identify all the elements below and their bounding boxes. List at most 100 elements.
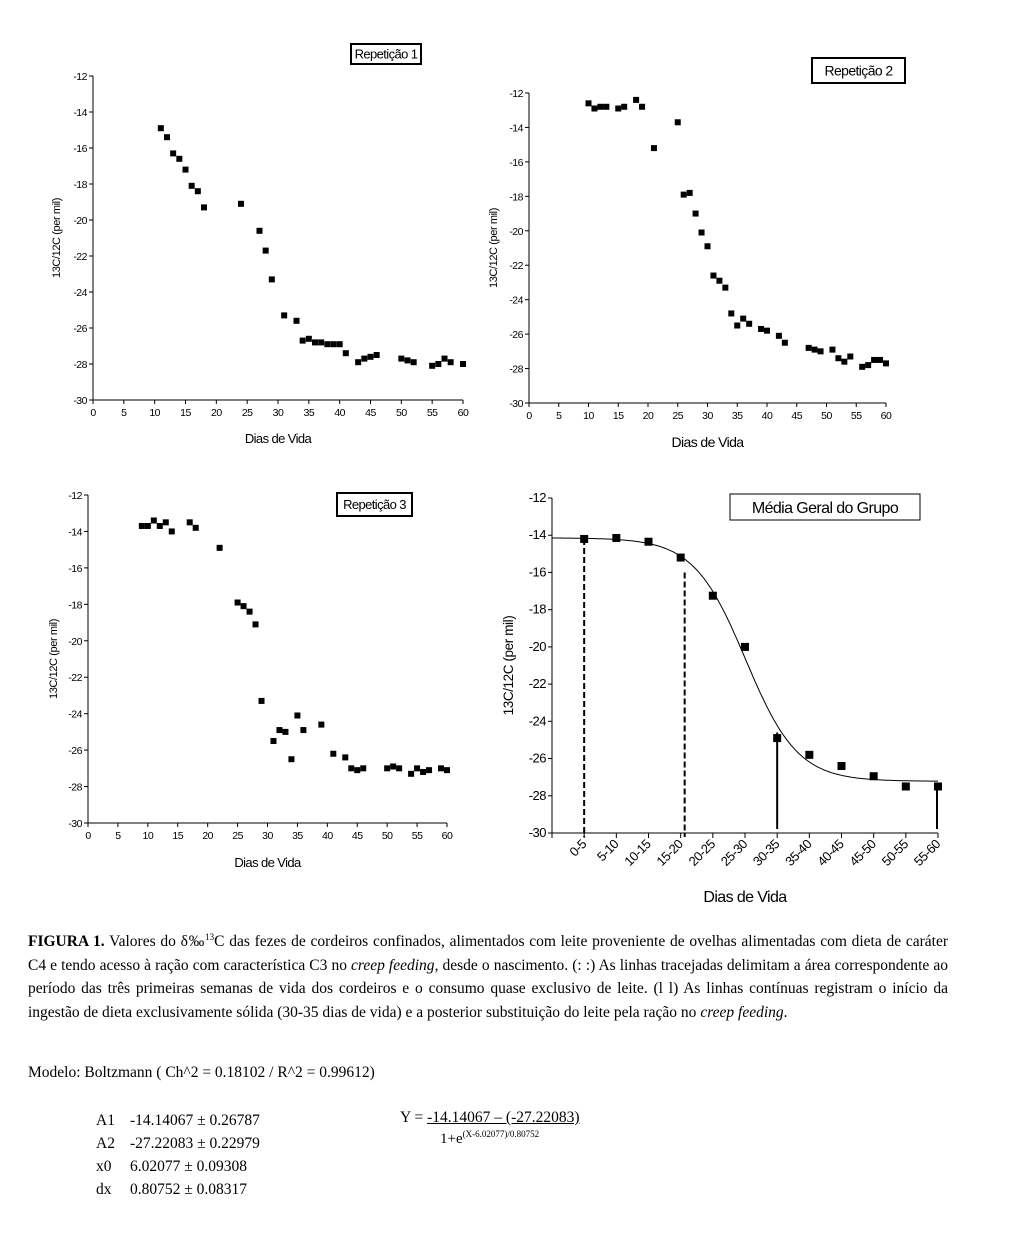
- data-point: [603, 103, 610, 110]
- chart-1: -12 -14 -16 -18 -20 -22 -24 -26 -28 -300 5 10 15 20 25…: [51, 43, 469, 446]
- data-point: [276, 727, 283, 734]
- x-tick-label: 0: [526, 410, 532, 422]
- x-tick-label: 15: [180, 407, 191, 419]
- data-point: [342, 350, 349, 357]
- formula-denominator: 1+e(X-6.02077)/0.80752: [440, 1129, 539, 1148]
- chart-title-box: [729, 493, 921, 521]
- x-tick-label: 45: [365, 407, 376, 419]
- formula-den-base: 1+e: [440, 1131, 463, 1147]
- data-point: [170, 150, 177, 157]
- data-point: [716, 277, 723, 284]
- data-point: [252, 621, 259, 628]
- x-tick-label: 40: [334, 407, 345, 419]
- y-tick-label: -30: [529, 825, 547, 840]
- y-tick-label: -16: [73, 143, 87, 155]
- y-tick-label: -26: [73, 323, 87, 335]
- data-point: [300, 727, 307, 734]
- chart-title-box: [350, 43, 422, 65]
- data-point: [355, 359, 362, 366]
- y-tick-label: -18: [68, 599, 82, 611]
- y-tick-label: -12: [73, 71, 87, 83]
- data-point: [164, 134, 170, 141]
- x-tick-label: 60: [881, 410, 892, 422]
- data-point: [934, 782, 942, 791]
- data-point: [398, 355, 405, 362]
- data-point: [258, 697, 265, 704]
- data-point: [348, 765, 355, 772]
- caption-sup: 13: [205, 932, 215, 942]
- data-point: [342, 754, 349, 761]
- fit-curve: [552, 537, 938, 782]
- data-point: [708, 591, 717, 600]
- chart-title-box: [811, 57, 906, 84]
- formula-lhs: Y =: [400, 1109, 428, 1126]
- x-tick-label: 10-15: [621, 836, 654, 869]
- data-point: [216, 544, 223, 551]
- param-value: -27.22083 ± 0.22979: [130, 1135, 260, 1152]
- data-point: [829, 346, 836, 353]
- x-tick-label: 15-20: [653, 836, 686, 869]
- x-axis-label: Dias de Vida: [245, 431, 313, 446]
- formula-numerator: -14.14067 – (-27.22083): [427, 1109, 580, 1126]
- param-value: 0.80752 ± 0.08317: [130, 1181, 248, 1198]
- y-axis-label: 13C/12C (per mil): [51, 198, 63, 278]
- x-tick-label: 10: [583, 410, 594, 422]
- data-point: [680, 191, 687, 198]
- y-tick-label: -12: [529, 490, 547, 505]
- x-tick-label: 45: [352, 830, 363, 842]
- x-tick-label: 55: [412, 830, 423, 842]
- x-tick-label: 30: [262, 830, 273, 842]
- y-tick-label: -28: [509, 364, 523, 376]
- data-point: [176, 155, 183, 162]
- x-tick-label: 0: [85, 830, 91, 842]
- y-tick-label: -12: [509, 88, 523, 100]
- x-tick-label: 0-5: [566, 836, 589, 859]
- chart-title: Repetição 3: [343, 497, 406, 512]
- y-tick-label: -16: [68, 563, 82, 575]
- x-tick-label: 40: [762, 410, 773, 422]
- y-tick-label: -24: [509, 295, 523, 307]
- caption-text: .: [783, 1003, 788, 1021]
- data-point: [240, 603, 247, 610]
- x-tick-label: 60: [458, 407, 469, 419]
- x-tick-label: 10: [142, 830, 153, 842]
- fit-formula: Y = -14.14067 – (-27.22083) 1+e(X-6.0207…: [400, 1109, 580, 1147]
- y-tick-label: -14: [73, 107, 87, 119]
- y-tick-label: -18: [509, 191, 523, 203]
- data-point: [354, 767, 361, 774]
- data-point: [837, 762, 846, 770]
- x-tick-label: 55: [427, 407, 438, 419]
- data-point: [194, 188, 201, 195]
- data-point: [268, 276, 275, 283]
- figure-caption: FIGURA 1. Valores do δ‰13C das fezes de …: [28, 926, 948, 1025]
- x-axis-label: Dias de Vida: [234, 855, 302, 870]
- data-point: [186, 519, 193, 526]
- data-point: [192, 524, 199, 531]
- x-tick-label: 50: [396, 407, 407, 419]
- x-axis-label: Dias de Vida: [703, 889, 787, 906]
- param-name: x0: [96, 1158, 112, 1175]
- data-point: [805, 750, 814, 759]
- x-tick-label: 35: [732, 410, 743, 422]
- data-point: [698, 229, 705, 236]
- x-tick-label: 30: [702, 410, 713, 422]
- data-point: [336, 341, 343, 348]
- chart-3: -12 -14 -16 -18 -20 -22 -24 -26 -28 -300 5 10 15 20 25…: [48, 490, 453, 870]
- data-point: [734, 322, 741, 329]
- data-point: [871, 356, 878, 363]
- y-tick-label: -28: [68, 782, 82, 794]
- data-point: [441, 355, 448, 362]
- x-axis-label: Dias de Vida: [672, 434, 745, 450]
- param-value: -14.14067 ± 0.26787: [130, 1112, 260, 1129]
- data-point: [835, 355, 842, 362]
- param-row: dx 0.80752 ± 0.08317: [96, 1178, 260, 1201]
- chart-title: Repetição 1: [355, 47, 418, 62]
- data-point: [408, 770, 415, 777]
- data-point: [728, 310, 735, 317]
- data-point: [330, 341, 337, 348]
- data-point: [612, 534, 621, 543]
- data-point: [294, 712, 301, 719]
- data-point: [168, 528, 175, 535]
- x-tick-label: 5-10: [594, 836, 622, 864]
- param-value: 6.02077 ± 0.09308: [130, 1158, 248, 1175]
